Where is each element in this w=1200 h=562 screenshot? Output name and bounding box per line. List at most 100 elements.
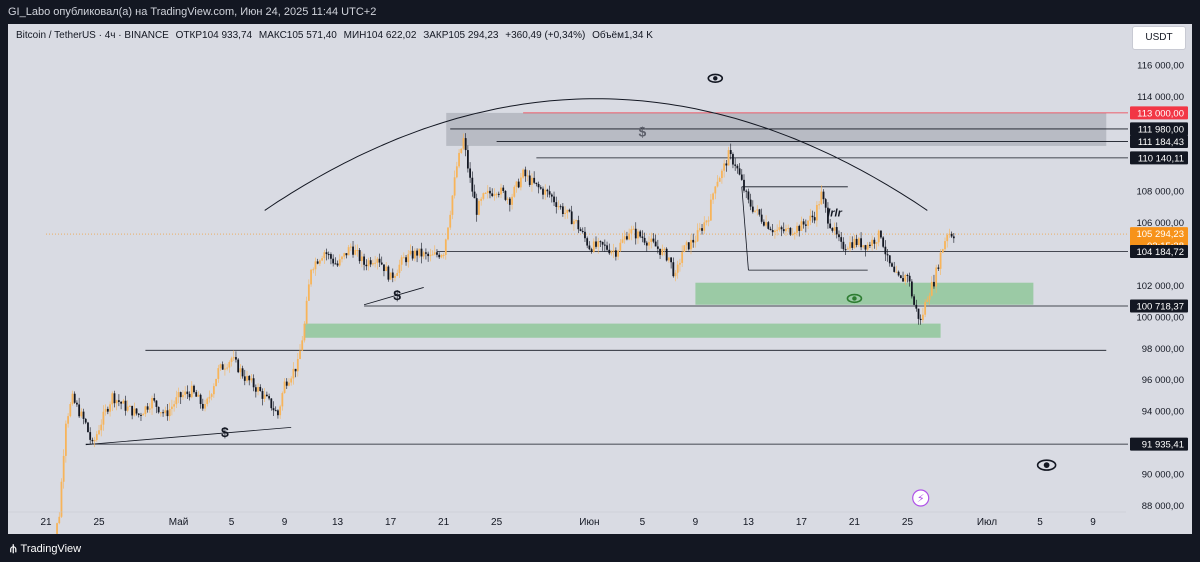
candle-body [380, 262, 383, 265]
candle-body [336, 263, 339, 266]
candle-body [769, 228, 772, 231]
time-tick-label: 5 [229, 517, 235, 528]
candle-body [561, 206, 564, 214]
candle-body [159, 412, 162, 414]
candle-body [184, 391, 187, 395]
candle-body [131, 405, 134, 416]
candle-body [195, 392, 198, 397]
candle-body [215, 378, 217, 387]
chart-frame[interactable]: $ $ $ lrlr ⚡ 88 000,00 90 000,00 94 000,00 96 00… [8, 24, 1192, 534]
candle-body [129, 405, 131, 407]
candle-body [829, 223, 832, 229]
candle-body [597, 241, 600, 247]
currency-button[interactable]: USDT [1132, 26, 1186, 50]
zone-support [695, 282, 1034, 305]
candle-body [760, 214, 763, 222]
candle-body [374, 262, 377, 264]
candle-body [237, 359, 240, 373]
candle-body [771, 230, 774, 233]
candle-body [102, 411, 105, 425]
candle-body [595, 241, 597, 247]
eye-icon [846, 293, 863, 304]
candle-body [263, 394, 266, 399]
candle-body [690, 239, 692, 250]
candle-body [862, 245, 865, 248]
candle-body [778, 227, 781, 230]
candle-body [603, 244, 606, 246]
candle-body [261, 391, 264, 399]
candle-body [473, 191, 476, 199]
candle-body [811, 215, 814, 218]
candle-body [608, 249, 611, 254]
candle-body [106, 408, 109, 412]
legend-symbol[interactable]: Bitcoin / TetherUS · 4ч · BINANCE [16, 30, 169, 41]
candle-body [109, 404, 111, 412]
candle-body [747, 191, 750, 200]
candle-body [842, 241, 845, 250]
candle-body [588, 245, 591, 250]
candle-body [683, 245, 686, 253]
candle-body [762, 221, 765, 226]
candle-body [453, 177, 456, 196]
candle-body [685, 242, 688, 246]
lightning-icon: ⚡ [912, 489, 930, 507]
candle-body [190, 385, 193, 398]
candle-body [723, 163, 726, 171]
candle-body [743, 179, 745, 191]
candle-body [546, 189, 549, 192]
candle-body [802, 221, 805, 225]
candle-body [268, 396, 270, 399]
candle-body [235, 357, 237, 360]
candle-body [575, 220, 578, 222]
candle-body [407, 254, 410, 263]
candle-body [394, 275, 396, 278]
price-tick-label: 98 000,00 [1142, 344, 1184, 355]
candle-body [630, 229, 633, 234]
time-tick-label: 21 [849, 517, 861, 528]
candle-body [835, 227, 838, 235]
candle-body [542, 188, 544, 195]
candle-body [91, 439, 94, 442]
candle-body [482, 193, 485, 199]
candle-body [884, 246, 887, 255]
price-tick-label: 100 000,00 [1136, 312, 1184, 323]
time-tick-label: Июн [579, 517, 599, 528]
candle-body [60, 481, 63, 517]
price-chart[interactable]: $ $ $ lrlr ⚡ 88 000,00 90 000,00 94 000,00 96 00… [8, 24, 1192, 534]
candle-body [780, 227, 783, 230]
time-tick-label: 17 [385, 517, 397, 528]
candle-body [606, 245, 608, 250]
candle-body [111, 393, 114, 405]
candle-body [140, 414, 142, 416]
candle-body [922, 314, 924, 320]
candle-body [56, 523, 58, 534]
candle-body [491, 193, 494, 196]
candle-body [524, 169, 527, 177]
candle-body [718, 178, 721, 182]
candle-body [162, 412, 164, 414]
candle-body [224, 368, 226, 370]
candle-body [933, 281, 935, 287]
candle-body [186, 391, 189, 394]
candle-body [422, 252, 425, 257]
candle-body [124, 400, 127, 411]
candle-body [347, 247, 350, 256]
candle-body [385, 266, 388, 272]
candle-body [643, 237, 646, 243]
candle-body [866, 244, 869, 250]
candle-body [95, 434, 98, 441]
legend-change: +360,49 (+0,34%) [505, 30, 586, 41]
candle-body [833, 227, 836, 231]
candle-body [721, 170, 723, 179]
candle-body [444, 239, 447, 255]
candle-body [343, 253, 346, 257]
candle-body [135, 408, 138, 414]
candle-body [846, 248, 849, 250]
candle-body [623, 236, 626, 240]
candle-body [674, 272, 677, 277]
candle-body [950, 233, 953, 237]
annotation-label: $ [393, 287, 401, 303]
candle-body [944, 241, 946, 250]
candle-body [758, 209, 761, 215]
time-tick-label: 25 [491, 517, 503, 528]
